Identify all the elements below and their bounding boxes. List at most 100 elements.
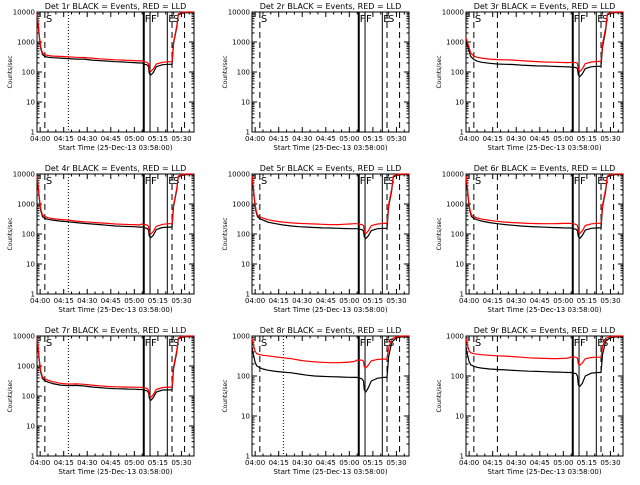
x-tick-label: 05:00 <box>339 135 359 143</box>
plot-frame <box>465 335 624 457</box>
x-axis-label: Start Time (25-Dec-13 03:58:00) <box>273 306 387 314</box>
marker-label: S <box>475 176 481 187</box>
x-tick-label: 05:15 <box>363 135 383 143</box>
y-tick-label: 1000 <box>446 201 464 209</box>
x-tick-label: 04:45 <box>101 135 121 143</box>
marker-label: F <box>145 176 151 187</box>
y-tick-label: 1 <box>31 129 35 137</box>
panel-det-3: Det 3r BLACK = Events, RED = LLD 1 10 100 10… <box>436 2 624 152</box>
x-tick-label: 05:30 <box>171 135 191 143</box>
x-tick-label: 05:30 <box>600 135 620 143</box>
y-tick-label: 1000 <box>446 333 464 341</box>
marker-label: S <box>173 14 179 25</box>
marker-label: S <box>388 176 394 187</box>
x-tick-label: 04:45 <box>530 135 550 143</box>
panel-det-6: Det 6r BLACK = Events, RED = LLD 1 10 100 10… <box>436 164 624 314</box>
x-tick-label: 05:15 <box>577 135 597 143</box>
marker-label: F <box>580 176 586 187</box>
x-tick-label: 05:00 <box>339 459 359 467</box>
plot-frame <box>36 11 195 133</box>
x-tick-label: 04:00 <box>459 459 479 467</box>
marker-label: S <box>261 14 267 25</box>
x-tick-label: 04:45 <box>316 297 336 305</box>
x-tick-label: 04:00 <box>245 459 265 467</box>
x-axis-label: Start Time (25-Dec-13 03:58:00) <box>58 468 172 476</box>
marker-label: F <box>574 338 580 349</box>
y-tick-label: 10000 <box>228 171 250 179</box>
x-tick-label: 04:30 <box>506 297 526 305</box>
x-tick-label: 04:45 <box>101 297 121 305</box>
marker-label: F <box>366 338 372 349</box>
marker-label: F <box>145 338 151 349</box>
x-tick-label: 05:15 <box>148 297 168 305</box>
marker-label: S <box>475 14 481 25</box>
x-tick-label: 04:15 <box>269 297 289 305</box>
panel-det-8: Det 8r BLACK = Events, RED = LLD 1 10 100 10… <box>222 326 410 476</box>
plot-frame <box>465 173 624 295</box>
panel-title: Det 8r BLACK = Events, RED = LLD <box>260 326 402 335</box>
x-tick-label: 04:30 <box>77 297 97 305</box>
x-tick-label: 04:15 <box>483 135 503 143</box>
y-tick-label: 10 <box>26 423 35 431</box>
marker-label: S <box>602 14 608 25</box>
panel-title: Det 3r BLACK = Events, RED = LLD <box>474 2 616 11</box>
x-tick-label: 05:00 <box>553 459 573 467</box>
x-tick-label: 04:45 <box>316 135 336 143</box>
marker-label: F <box>574 14 580 25</box>
panel-det-1: Det 1r BLACK = Events, RED = LLD 1 10 100 10… <box>7 2 195 152</box>
x-tick-label: 05:00 <box>553 135 573 143</box>
plot-frame <box>251 173 410 295</box>
x-tick-label: 04:45 <box>316 459 336 467</box>
x-tick-label: 04:15 <box>269 459 289 467</box>
marker-label: S <box>388 14 394 25</box>
y-tick-label: 10000 <box>13 171 35 179</box>
marker-label: F <box>580 338 586 349</box>
x-tick-label: 04:45 <box>530 297 550 305</box>
x-tick-label: 04:15 <box>54 135 74 143</box>
panel-title: Det 9r BLACK = Events, RED = LLD <box>474 326 616 335</box>
y-tick-label: 10 <box>455 261 464 269</box>
y-tick-label: 10 <box>26 99 35 107</box>
y-axis-label: Counts/sec <box>222 217 229 250</box>
x-tick-label: 04:30 <box>292 459 312 467</box>
x-tick-label: 05:00 <box>124 135 144 143</box>
marker-label: F <box>360 14 366 25</box>
series-line-lld <box>36 335 194 398</box>
x-tick-label: 04:30 <box>77 135 97 143</box>
y-tick-label: 10 <box>455 413 464 421</box>
marker-label: F <box>145 14 151 25</box>
marker-label: S <box>46 14 52 25</box>
y-axis-label: Counts/sec <box>7 379 14 412</box>
marker-label: S <box>602 176 608 187</box>
x-tick-label: 05:15 <box>363 297 383 305</box>
x-tick-label: 04:00 <box>30 459 50 467</box>
series-line-lld <box>465 335 623 366</box>
y-tick-label: 1 <box>460 453 464 461</box>
y-axis-label: Counts/sec <box>436 379 443 412</box>
marker-label: F <box>151 176 157 187</box>
y-tick-label: 100 <box>237 231 250 239</box>
y-tick-label: 100 <box>22 393 35 401</box>
x-tick-label: 04:15 <box>483 459 503 467</box>
y-tick-label: 1000 <box>17 39 35 47</box>
marker-label: E <box>168 176 174 187</box>
plot-frame <box>465 11 624 133</box>
panel-det-7: Det 7r BLACK = Events, RED = LLD 1 10 100 10… <box>7 326 195 476</box>
y-tick-label: 1 <box>31 453 35 461</box>
series-line-lld <box>251 173 409 234</box>
x-tick-label: 04:15 <box>54 459 74 467</box>
y-tick-label: 1000 <box>17 201 35 209</box>
x-tick-label: 04:00 <box>459 297 479 305</box>
y-tick-label: 100 <box>237 69 250 77</box>
panel-title: Det 7r BLACK = Events, RED = LLD <box>45 326 187 335</box>
marker-label: S <box>173 176 179 187</box>
x-tick-label: 04:00 <box>30 135 50 143</box>
marker-label: E <box>168 338 174 349</box>
series-line-lld <box>465 11 623 73</box>
y-tick-label: 10000 <box>13 9 35 17</box>
x-tick-label: 04:00 <box>30 297 50 305</box>
marker-label: S <box>46 338 52 349</box>
marker-label: E <box>383 338 389 349</box>
x-tick-label: 05:30 <box>171 297 191 305</box>
plot-frame <box>251 335 410 457</box>
